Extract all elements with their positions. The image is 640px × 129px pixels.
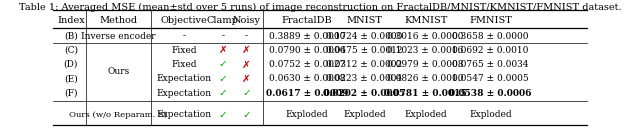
Text: Method: Method bbox=[99, 16, 138, 25]
Text: Table 1: Averaged MSE (mean±std over 5 runs) of image reconstruction on FractalD: Table 1: Averaged MSE (mean±std over 5 r… bbox=[19, 3, 621, 12]
Text: 0.0790 ± 0.0006: 0.0790 ± 0.0006 bbox=[269, 46, 346, 55]
Text: FractalDB: FractalDB bbox=[282, 16, 333, 25]
Text: (D): (D) bbox=[64, 60, 78, 69]
Text: 0.1023 ± 0.0016: 0.1023 ± 0.0016 bbox=[387, 46, 464, 55]
Text: (C): (C) bbox=[64, 46, 78, 55]
Text: Noisy: Noisy bbox=[232, 16, 260, 25]
Text: 0.3889 ± 0.0000: 0.3889 ± 0.0000 bbox=[269, 32, 346, 41]
Text: Ours: Ours bbox=[108, 67, 129, 76]
Text: ✓: ✓ bbox=[218, 74, 227, 84]
Text: 0.0630 ± 0.0008: 0.0630 ± 0.0008 bbox=[269, 74, 346, 83]
Text: 0.0538 ± 0.0006: 0.0538 ± 0.0006 bbox=[449, 89, 532, 98]
Text: KMNIST: KMNIST bbox=[404, 16, 447, 25]
Text: Fixed: Fixed bbox=[172, 60, 196, 69]
Text: 0.0312 ± 0.0002: 0.0312 ± 0.0002 bbox=[326, 60, 403, 69]
Text: ✓: ✓ bbox=[242, 88, 251, 98]
Text: (B): (B) bbox=[64, 32, 78, 41]
Text: (E): (E) bbox=[64, 74, 78, 83]
Text: 0.0781 ± 0.0015: 0.0781 ± 0.0015 bbox=[384, 89, 467, 98]
Text: -: - bbox=[245, 32, 248, 41]
Text: ✗: ✗ bbox=[218, 45, 227, 55]
Text: ✓: ✓ bbox=[218, 59, 227, 70]
Text: 0.0223 ± 0.0004: 0.0223 ± 0.0004 bbox=[326, 74, 403, 83]
Text: ✗: ✗ bbox=[242, 45, 251, 55]
Text: 0.0765 ± 0.0034: 0.0765 ± 0.0034 bbox=[452, 60, 529, 69]
Text: 0.0826 ± 0.0010: 0.0826 ± 0.0010 bbox=[387, 74, 464, 83]
Text: ✓: ✓ bbox=[218, 88, 227, 98]
Text: (F): (F) bbox=[64, 89, 77, 98]
Text: 0.0692 ± 0.0010: 0.0692 ± 0.0010 bbox=[452, 46, 529, 55]
Text: Expectation: Expectation bbox=[156, 110, 212, 119]
Text: Expectation: Expectation bbox=[156, 74, 212, 83]
Text: 0.3016 ± 0.0000: 0.3016 ± 0.0000 bbox=[387, 32, 464, 41]
Text: Index: Index bbox=[57, 16, 84, 25]
Text: 0.0475 ± 0.0012: 0.0475 ± 0.0012 bbox=[326, 46, 403, 55]
Text: Expectation: Expectation bbox=[156, 89, 212, 98]
Text: -: - bbox=[221, 32, 225, 41]
Text: Inverse encoder: Inverse encoder bbox=[81, 32, 156, 41]
Text: Exploded: Exploded bbox=[469, 110, 512, 119]
Text: Ours (w/o Reparam. S): Ours (w/o Reparam. S) bbox=[69, 111, 168, 119]
Text: Fixed: Fixed bbox=[172, 46, 196, 55]
Text: ✓: ✓ bbox=[218, 110, 227, 120]
Text: FMNIST: FMNIST bbox=[469, 16, 512, 25]
Text: ✗: ✗ bbox=[242, 74, 251, 84]
Text: ✓: ✓ bbox=[242, 110, 251, 120]
Text: 0.3658 ± 0.0000: 0.3658 ± 0.0000 bbox=[452, 32, 529, 41]
Text: 0.0202 ± 0.0005: 0.0202 ± 0.0005 bbox=[323, 89, 405, 98]
Text: 0.0979 ± 0.0008: 0.0979 ± 0.0008 bbox=[387, 60, 464, 69]
Text: ✗: ✗ bbox=[242, 59, 251, 70]
Text: 0.1724 ± 0.0000: 0.1724 ± 0.0000 bbox=[326, 32, 403, 41]
Text: Exploded: Exploded bbox=[343, 110, 385, 119]
Text: 0.0617 ± 0.0009: 0.0617 ± 0.0009 bbox=[266, 89, 348, 98]
Text: Exploded: Exploded bbox=[286, 110, 328, 119]
Text: MNIST: MNIST bbox=[346, 16, 382, 25]
Text: 0.0752 ± 0.0027: 0.0752 ± 0.0027 bbox=[269, 60, 346, 69]
Text: Clamp: Clamp bbox=[207, 16, 239, 25]
Text: 0.0547 ± 0.0005: 0.0547 ± 0.0005 bbox=[452, 74, 529, 83]
Text: Exploded: Exploded bbox=[404, 110, 447, 119]
Text: Objective: Objective bbox=[161, 16, 207, 25]
Text: -: - bbox=[182, 32, 186, 41]
